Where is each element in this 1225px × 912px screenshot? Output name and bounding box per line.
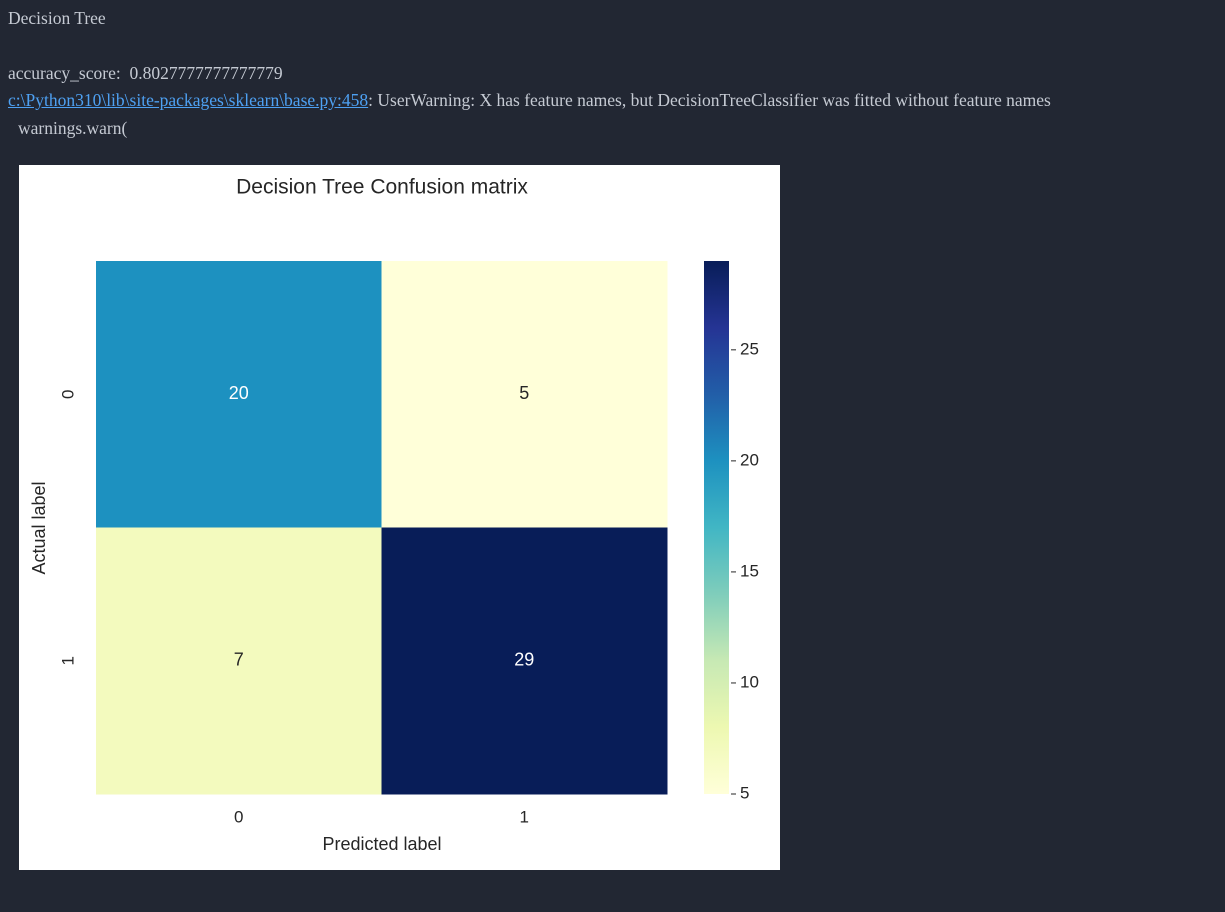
output-line: accuracy_score: 0.8027777777777779: [8, 63, 283, 83]
warning-message: : UserWarning: X has feature names, but …: [368, 90, 1051, 110]
file-link[interactable]: c:\Python310\lib\site-packages\sklearn\b…: [8, 90, 369, 110]
output-line: warnings.warn(: [18, 118, 128, 138]
output-line: Decision Tree: [8, 8, 106, 28]
x-tick-label: 0: [234, 807, 243, 826]
y-tick-label: 0: [58, 390, 77, 399]
cell-annotation: 7: [234, 650, 244, 670]
heatmap-cell: [381, 261, 668, 528]
x-axis-label: Predicted label: [322, 834, 441, 854]
cell-annotation: 20: [229, 383, 249, 403]
colorbar: [704, 261, 729, 794]
colorbar-tick-label: 10: [740, 672, 759, 691]
colorbar-tick-label: 25: [740, 339, 759, 358]
heatmap-cell: [96, 261, 382, 528]
heatmap-cell: [96, 527, 382, 795]
y-axis-label: Actual label: [29, 481, 49, 574]
colorbar-tick-label: 15: [740, 561, 759, 580]
colorbar-tick-label: 5: [740, 783, 749, 802]
chart: Decision Tree Confusion matrix Predicted…: [19, 165, 780, 870]
chart-title: Decision Tree Confusion matrix: [236, 176, 528, 199]
warning-line: c:\Python310\lib\site-packages\sklearn\b…: [8, 90, 1051, 110]
y-tick-label: 1: [58, 656, 77, 665]
colorbar-tick-label: 20: [740, 450, 759, 469]
cell-annotation: 29: [514, 650, 534, 670]
heatmap-cell: [381, 527, 668, 795]
x-tick-label: 1: [520, 807, 529, 826]
cell-annotation: 5: [519, 383, 529, 403]
